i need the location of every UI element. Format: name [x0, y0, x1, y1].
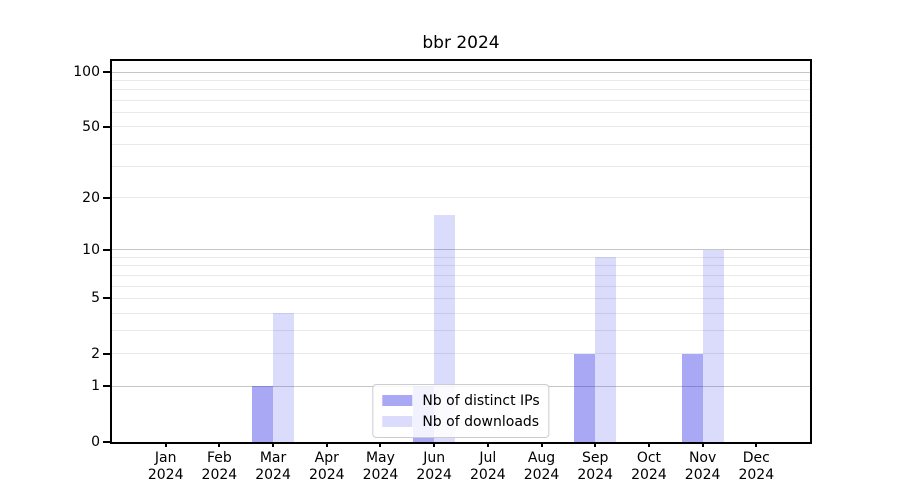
y-tick [103, 71, 110, 74]
x-tick [540, 442, 543, 447]
gridline-minor [112, 112, 810, 113]
x-tick-month: Jun [423, 450, 446, 466]
x-tick-label: Apr 2024 [297, 450, 357, 484]
x-tick-month: Apr [314, 450, 339, 466]
x-tick-year: 2024 [147, 467, 184, 483]
x-tick-label: Aug 2024 [512, 450, 572, 484]
x-tick-month: Sep [582, 450, 609, 466]
x-tick-month: Dec [742, 450, 770, 466]
legend-label-distinct-ips: Nb of distinct IPs [422, 392, 540, 409]
x-tick-label: Dec 2024 [726, 450, 786, 484]
x-tick [164, 442, 167, 447]
y-tick [103, 125, 110, 128]
y-tick-label: 20 [82, 189, 100, 206]
y-tick [103, 248, 110, 251]
x-tick-label: Jul 2024 [458, 450, 518, 484]
y-tick [103, 352, 110, 355]
bar-distinct-ips-sep [574, 353, 596, 442]
x-tick [647, 442, 650, 447]
x-tick-label: Oct 2024 [619, 450, 679, 484]
y-tick-label: 0 [91, 434, 100, 450]
y-tick-label: 1 [91, 378, 100, 395]
legend-label-downloads: Nb of downloads [422, 413, 540, 430]
y-tick-label: 2 [91, 345, 100, 362]
legend-swatch-downloads-icon [382, 416, 413, 427]
x-tick [701, 442, 704, 447]
y-tick [103, 441, 110, 443]
bar-downloads-mar [273, 313, 295, 442]
x-tick [272, 442, 275, 447]
gridline-minor [112, 99, 810, 101]
gridline-minor [112, 79, 810, 81]
y-tick-label: 100 [73, 64, 100, 81]
gridline-minor [112, 197, 810, 199]
x-tick-label: Jun 2024 [404, 450, 464, 484]
gridline-minor [112, 265, 810, 267]
x-tick-year: 2024 [631, 467, 667, 483]
x-tick [325, 442, 328, 447]
y-tick [103, 297, 110, 300]
gridline-major [112, 249, 810, 251]
x-tick [433, 442, 436, 447]
x-tick-year: 2024 [416, 467, 452, 483]
gridline-minor [112, 89, 810, 91]
x-tick-label: May 2024 [350, 450, 410, 484]
x-tick-month: Jul [479, 450, 497, 466]
x-tick-month: Nov [688, 450, 717, 466]
gridline-minor [112, 312, 810, 314]
x-tick-month: May [365, 450, 395, 466]
x-tick-year: 2024 [201, 467, 238, 483]
bar-downloads-nov [702, 249, 724, 442]
x-tick-label: Mar 2024 [243, 450, 303, 484]
y-tick [103, 385, 110, 388]
x-tick-month: Jan [154, 450, 177, 466]
plot-area: Nb of distinct IPs Nb of downloads [110, 59, 812, 444]
x-tick [755, 442, 758, 447]
gridline-major [112, 71, 810, 73]
x-tick-label: Nov 2024 [673, 450, 733, 484]
bar-distinct-ips-nov [681, 353, 703, 442]
bar-distinct-ips-mar [252, 386, 274, 442]
legend: Nb of distinct IPs Nb of downloads [372, 384, 550, 438]
gridline-minor [112, 330, 810, 332]
x-tick-year: 2024 [362, 467, 399, 483]
y-tick-label: 5 [91, 290, 100, 307]
x-tick [218, 442, 221, 447]
bar-downloads-sep [595, 257, 617, 442]
legend-item-distinct-ips: Nb of distinct IPs [382, 390, 540, 411]
x-tick [486, 442, 489, 447]
gridline-minor [112, 256, 810, 258]
gridline-minor [112, 353, 810, 355]
y-tick [103, 196, 110, 199]
legend-item-downloads: Nb of downloads [382, 411, 539, 432]
x-tick-month: Mar [259, 450, 287, 466]
x-tick-year: 2024 [523, 467, 560, 483]
x-tick-year: 2024 [684, 467, 721, 483]
gridline-minor [112, 143, 810, 145]
x-tick [594, 442, 597, 447]
x-tick-year: 2024 [577, 467, 614, 483]
gridline-minor [112, 166, 810, 168]
chart-title: bbr 2024 [422, 33, 500, 53]
x-tick-month: Oct [636, 450, 662, 466]
gridline-minor [112, 274, 810, 276]
gridline-minor [112, 126, 810, 128]
x-tick-year: 2024 [470, 467, 506, 483]
x-tick-year: 2024 [255, 467, 291, 483]
x-tick-year: 2024 [308, 467, 345, 483]
x-tick-month: Aug [527, 450, 556, 466]
gridline-minor [112, 285, 810, 287]
x-tick-label: Feb 2024 [189, 450, 249, 484]
y-tick-label: 10 [82, 241, 100, 258]
x-tick-month: Feb [206, 450, 232, 466]
x-tick [379, 442, 382, 447]
legend-swatch-distinct-ips-icon [382, 395, 413, 406]
x-tick-label: Jan 2024 [136, 450, 196, 484]
x-tick-label: Sep 2024 [565, 450, 625, 484]
y-tick-label: 50 [82, 118, 100, 135]
x-tick-year: 2024 [738, 467, 775, 483]
gridline-minor [112, 297, 810, 299]
